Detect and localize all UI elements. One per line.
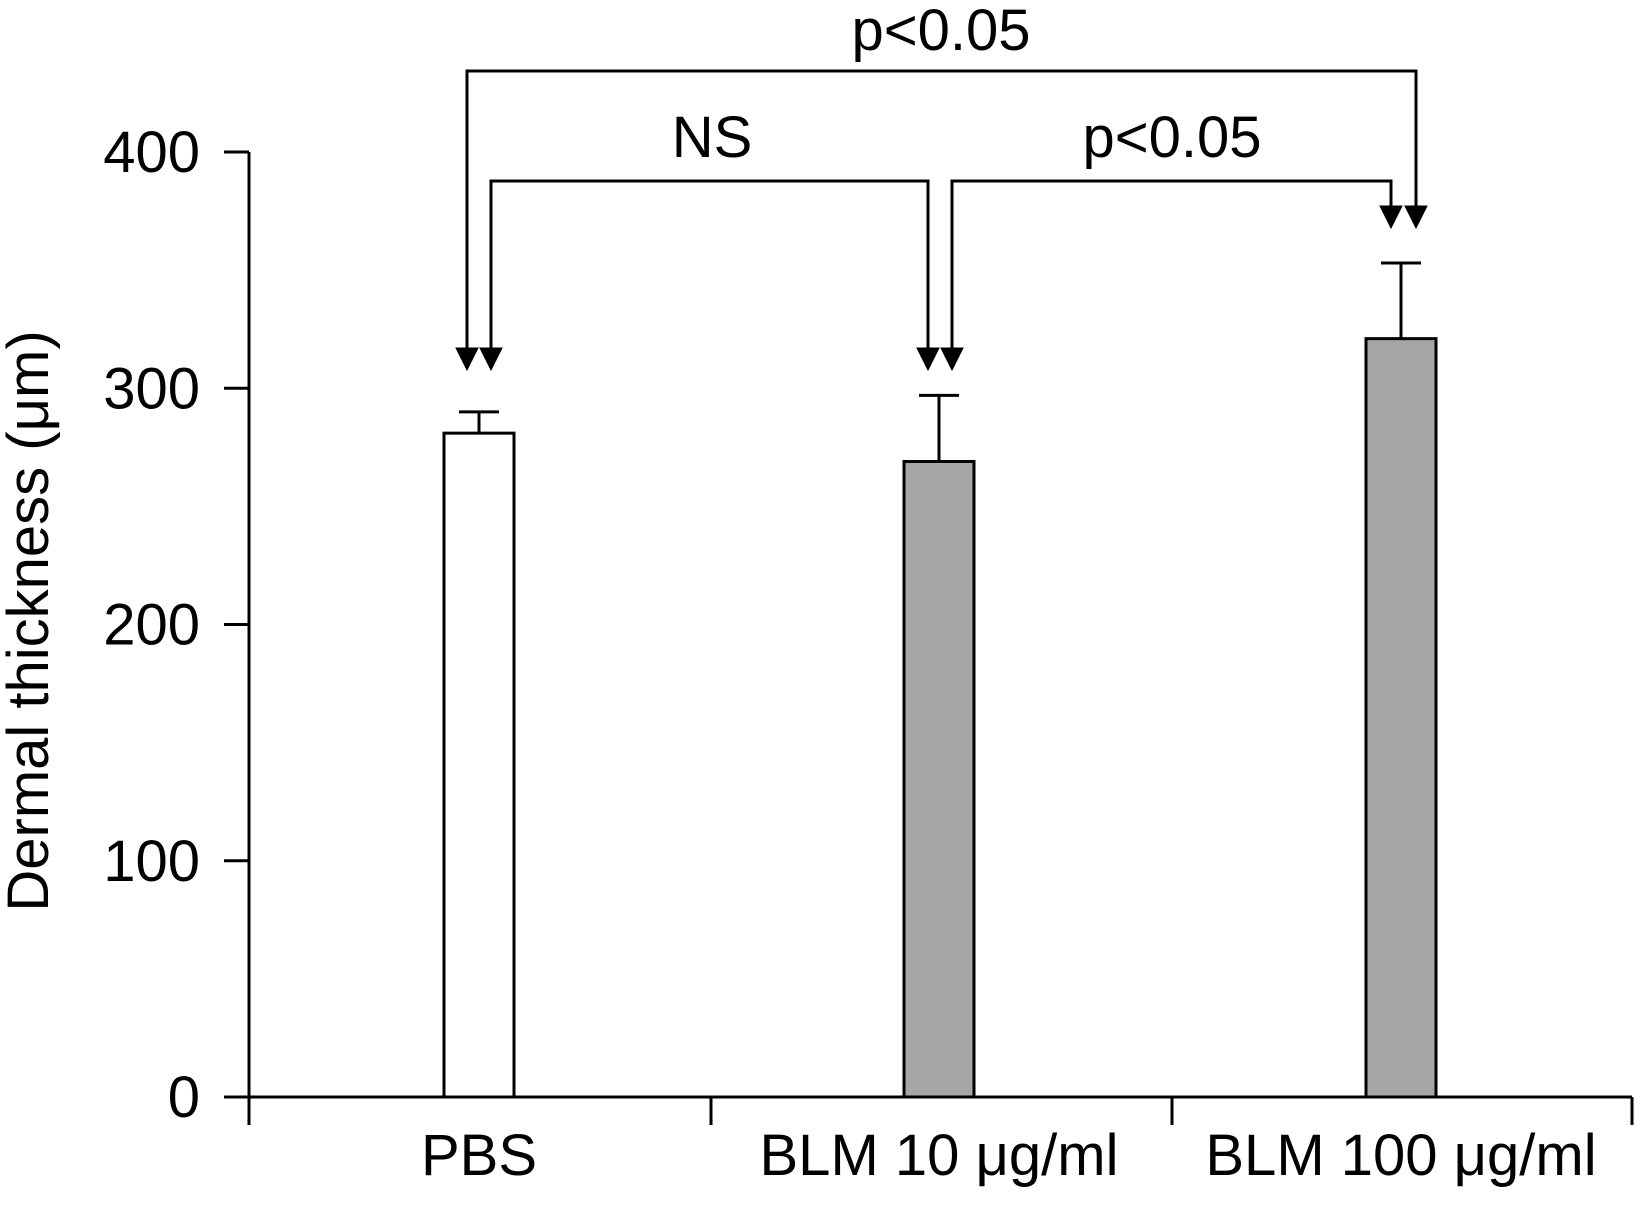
arrow-head bbox=[916, 347, 940, 372]
x-tick-label: BLM 100 μg/ml bbox=[1205, 1123, 1596, 1188]
significance-label: NS bbox=[672, 105, 753, 170]
significance-label: p<0.05 bbox=[1082, 105, 1261, 170]
x-tick-label: BLM 10 μg/ml bbox=[760, 1123, 1119, 1188]
y-tick-label: 0 bbox=[168, 1065, 200, 1130]
error-bars bbox=[459, 261, 1421, 462]
bar bbox=[442, 431, 516, 1099]
significance-bracket bbox=[489, 179, 930, 352]
arrow-head bbox=[479, 347, 503, 372]
significance-annotations: p<0.05 NS p<0.05 bbox=[455, 0, 1428, 372]
significance-bracket bbox=[465, 69, 1418, 352]
y-tick-label: 300 bbox=[103, 356, 200, 421]
significance-label: p<0.05 bbox=[851, 0, 1030, 63]
x-tick-label: PBS bbox=[421, 1123, 537, 1188]
axes: 0 100 200 300 400 PBS BLM 10 μg/ml BLM 100 μg/m… bbox=[103, 120, 1634, 1188]
y-axis-title: Dermal thickness (μm) bbox=[0, 330, 61, 911]
y-tick-label: 100 bbox=[103, 829, 200, 894]
arrow-head bbox=[1404, 205, 1428, 230]
bar bbox=[1364, 337, 1438, 1099]
y-tick-label: 400 bbox=[103, 120, 200, 185]
y-tick-label: 200 bbox=[103, 593, 200, 658]
arrow-head bbox=[940, 347, 964, 372]
arrow-head bbox=[1379, 205, 1403, 230]
arrow-head bbox=[455, 347, 479, 372]
bar bbox=[902, 459, 976, 1099]
significance-bracket bbox=[950, 179, 1393, 352]
